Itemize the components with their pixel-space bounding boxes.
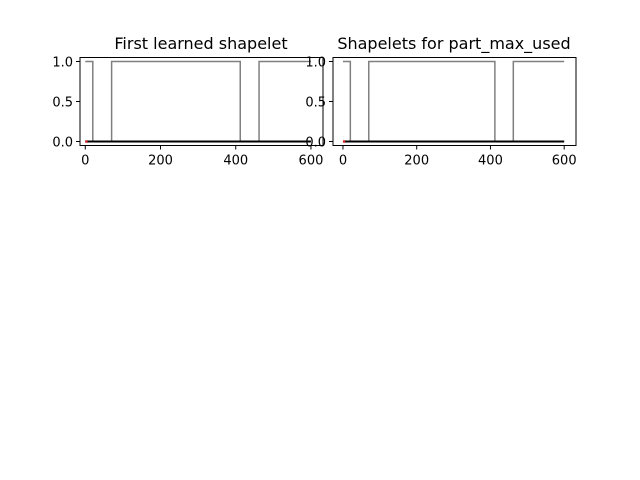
x-tick-label: 400 [223,154,248,169]
chart-first-learned-shapelet: First learned shapelet 0 200 400 600 0.0 0.5 1… [52,34,324,169]
plot-area [342,60,565,143]
x-tick-label: 0 [339,154,347,169]
y-tick-label: 1.0 [305,56,326,71]
x-tick-label: 200 [148,154,173,169]
x-tick-label: 200 [404,154,429,169]
chart-title: Shapelets for part_max_used [337,34,570,54]
y-tick-label: 0.5 [305,96,326,111]
y-tick-label: 0.0 [305,136,326,151]
axis-ticks: 0 200 400 600 0.0 0.5 1.0 [305,56,576,169]
y-tick-label: 0.0 [52,136,73,151]
y-tick-label: 0.5 [52,96,73,111]
chart-title: First learned shapelet [114,34,287,53]
x-tick-label: 600 [299,154,324,169]
x-tick-label: 0 [81,154,89,169]
chart-shapelets-for-part-max-used: Shapelets for part_max_used 0 200 400 600 0.… [305,34,576,169]
x-tick-label: 600 [552,154,577,169]
series-line-0 [342,60,565,143]
x-tick-label: 400 [478,154,503,169]
plot-area [85,60,311,143]
series-line-0 [85,60,311,143]
axis-ticks: 0 200 400 600 0.0 0.5 1.0 [52,56,323,169]
y-tick-label: 1.0 [52,56,73,71]
